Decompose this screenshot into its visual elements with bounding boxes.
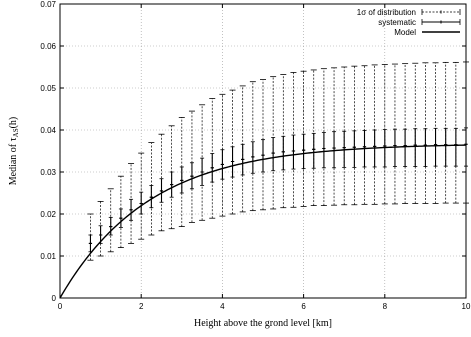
error-bar-systematic-point: [118, 208, 123, 228]
legend-label-systematic: systematic: [378, 18, 416, 27]
y-axis-label-suffix: (h): [8, 117, 19, 129]
y-tick-label: 0.03: [40, 168, 56, 177]
y-axis-label-main: Median of τ: [8, 137, 19, 185]
error-bar-systematic-point: [149, 185, 154, 209]
y-tick-label: 0.02: [40, 210, 56, 219]
x-tick-label: 6: [301, 302, 306, 311]
x-axis-label: Height above the grond level [km]: [194, 318, 332, 329]
error-bar-systematic-point: [443, 127, 448, 167]
error-bar-systematic-point: [261, 139, 265, 173]
error-bar-systematic-point: [108, 216, 113, 236]
x-tick-label: 0: [58, 302, 63, 311]
plot-frame: [59, 3, 467, 299]
error-bar-systematic-point: [250, 141, 255, 174]
x-tick-labels: 0 2 4 6 8 10: [58, 302, 471, 311]
error-bar-systematic-point: [392, 128, 397, 167]
y-tick-label: 0: [52, 294, 57, 303]
y-tick-label: 0.06: [40, 42, 56, 51]
error-bar-systematic-point: [281, 135, 286, 171]
y-axis-label-subscript: AS: [12, 128, 20, 137]
y-axis-label: Median of τAS(h): [8, 117, 20, 186]
error-bar-systematic-point: [453, 127, 458, 167]
error-bar-systematic-point: [382, 129, 387, 168]
y-tick-labels: 0 0.01 0.02 0.03 0.04 0.05 0.06 0.07: [40, 0, 56, 303]
error-bar-systematic-point: [189, 162, 194, 190]
x-tick-label: 2: [139, 302, 144, 311]
error-bar-systematic-point: [413, 128, 418, 167]
error-bar-systematic-point: [169, 171, 174, 198]
legend: 1σ of distribution systematic Model: [357, 8, 461, 37]
error-bar-systematic-point: [271, 137, 276, 172]
error-bar-systematic-point: [88, 234, 93, 253]
error-bar-systematic-point: [291, 134, 296, 170]
y-tick-label: 0.05: [40, 84, 56, 93]
error-bar-systematic-point: [129, 198, 134, 221]
axis-ticks: [59, 3, 467, 299]
x-tick-label: 10: [462, 302, 471, 311]
error-bar-systematic-point: [423, 128, 428, 167]
error-bars-systematic: [88, 127, 468, 253]
legend-label-model: Model: [394, 28, 416, 37]
y-tick-label: 0.04: [40, 126, 56, 135]
error-bar-systematic-point: [179, 166, 184, 194]
error-bar-systematic-point: [200, 157, 205, 186]
error-bar-systematic-point: [332, 131, 337, 169]
error-bar-systematic-point: [311, 132, 316, 169]
error-bar-systematic-point: [220, 149, 225, 180]
error-bar-systematic-point: [240, 143, 245, 176]
error-bar-systematic-point: [159, 178, 164, 203]
error-bar-systematic-point: [433, 127, 438, 167]
y-tick-label: 0.01: [40, 252, 56, 261]
model-line: [59, 144, 467, 299]
error-bar-systematic-point: [321, 132, 326, 169]
legend-sample-systematic: [421, 19, 461, 25]
error-bar-systematic-point: [210, 153, 215, 183]
legend-label-1sigma: 1σ of distribution: [357, 8, 416, 17]
y-tick-label: 0.07: [40, 0, 56, 9]
error-bar-systematic-point: [403, 128, 408, 167]
x-tick-label: 8: [383, 302, 388, 311]
error-bar-systematic-point: [230, 146, 235, 178]
error-bar-systematic-point: [139, 191, 144, 215]
error-bar-systematic-point: [301, 133, 306, 170]
x-tick-label: 4: [220, 302, 225, 311]
legend-sample-1sigma: [421, 9, 461, 15]
error-bars-1sigma: [87, 61, 469, 261]
